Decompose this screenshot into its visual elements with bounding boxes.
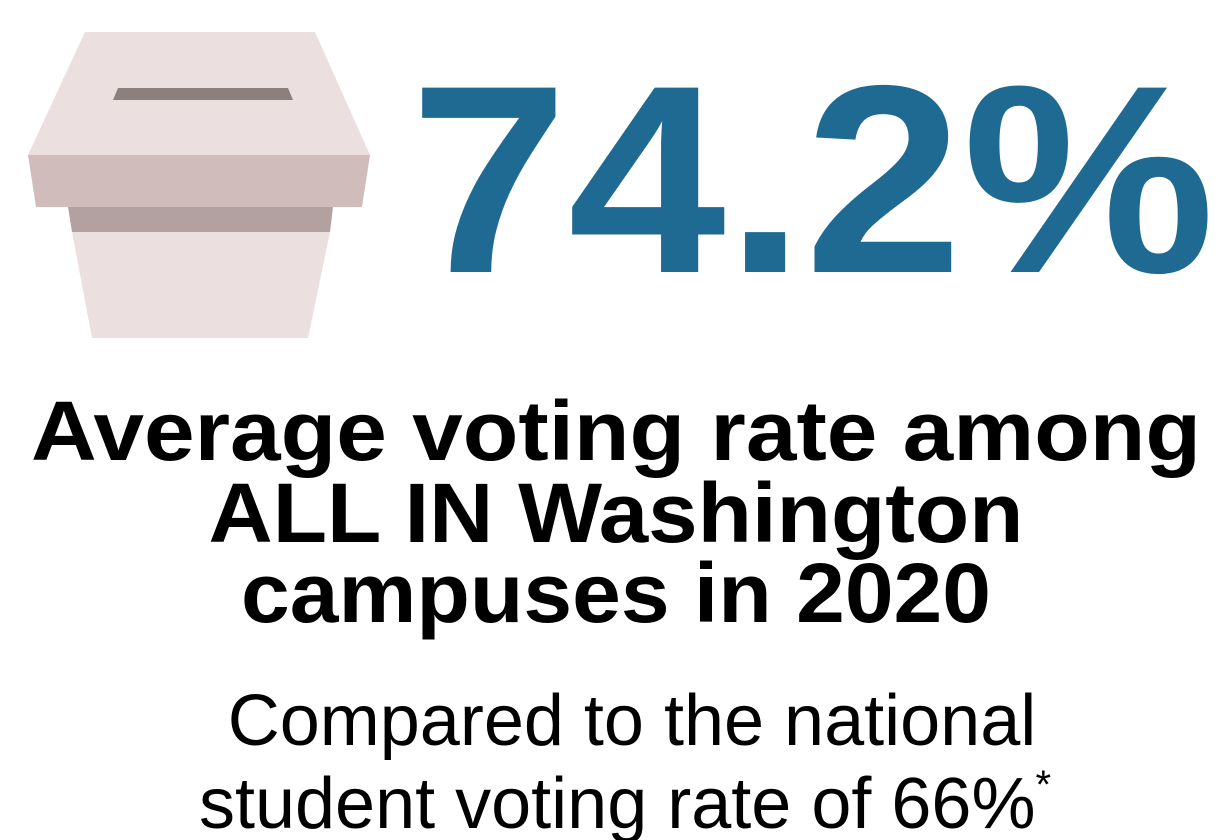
box-body bbox=[72, 232, 330, 338]
subtext-line: student voting rate of 66% bbox=[199, 764, 1036, 840]
stat-value: 74.2% bbox=[410, 29, 1215, 329]
heading-line: ALL IN Washington bbox=[209, 466, 1024, 560]
heading-line: campuses in 2020 bbox=[241, 546, 991, 640]
box-lid-shadow bbox=[68, 207, 333, 232]
ballot-slot bbox=[113, 88, 293, 100]
footnote-mark: * bbox=[1035, 763, 1051, 807]
ballot-box-icon bbox=[28, 32, 370, 338]
heading-line: Average voting rate among bbox=[31, 384, 1201, 478]
box-lid-front bbox=[28, 155, 370, 207]
subtext-line: Compared to the national bbox=[228, 681, 1037, 761]
subtext-line-2: student voting rate of 66%* bbox=[199, 763, 1051, 840]
